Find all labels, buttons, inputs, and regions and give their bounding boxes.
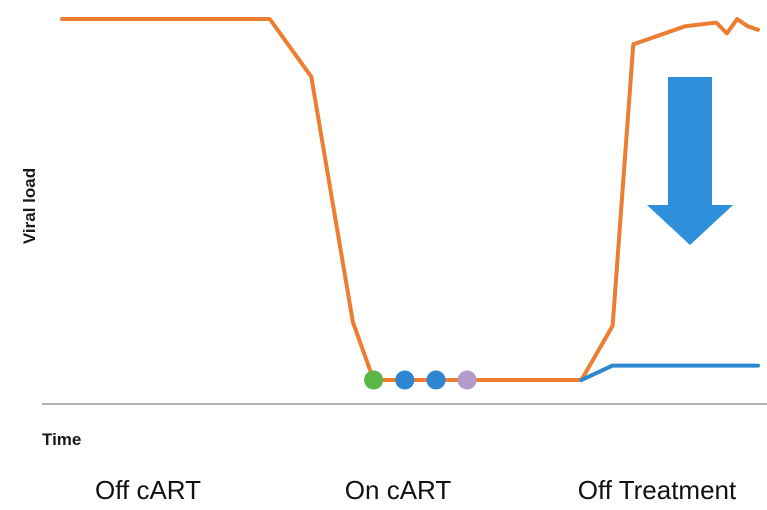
data-marker-2 [395,370,415,390]
data-marker-4 [457,370,477,390]
series-line-1 [60,17,760,382]
data-marker-1 [364,370,384,390]
series-line-2 [579,363,760,382]
phase-label-off-treatment: Off Treatment [578,475,737,505]
series-layer [60,17,760,382]
x-axis-title: Time [42,430,81,449]
marker-layer [364,370,477,390]
data-marker-3 [426,370,446,390]
down-arrow-icon [647,77,733,245]
phase-label-on-cart: On cART [345,475,452,505]
down-arrow-annotation [647,77,733,245]
phase-label-off-cart: Off cART [95,475,201,505]
y-axis-title: Viral load [20,168,39,244]
